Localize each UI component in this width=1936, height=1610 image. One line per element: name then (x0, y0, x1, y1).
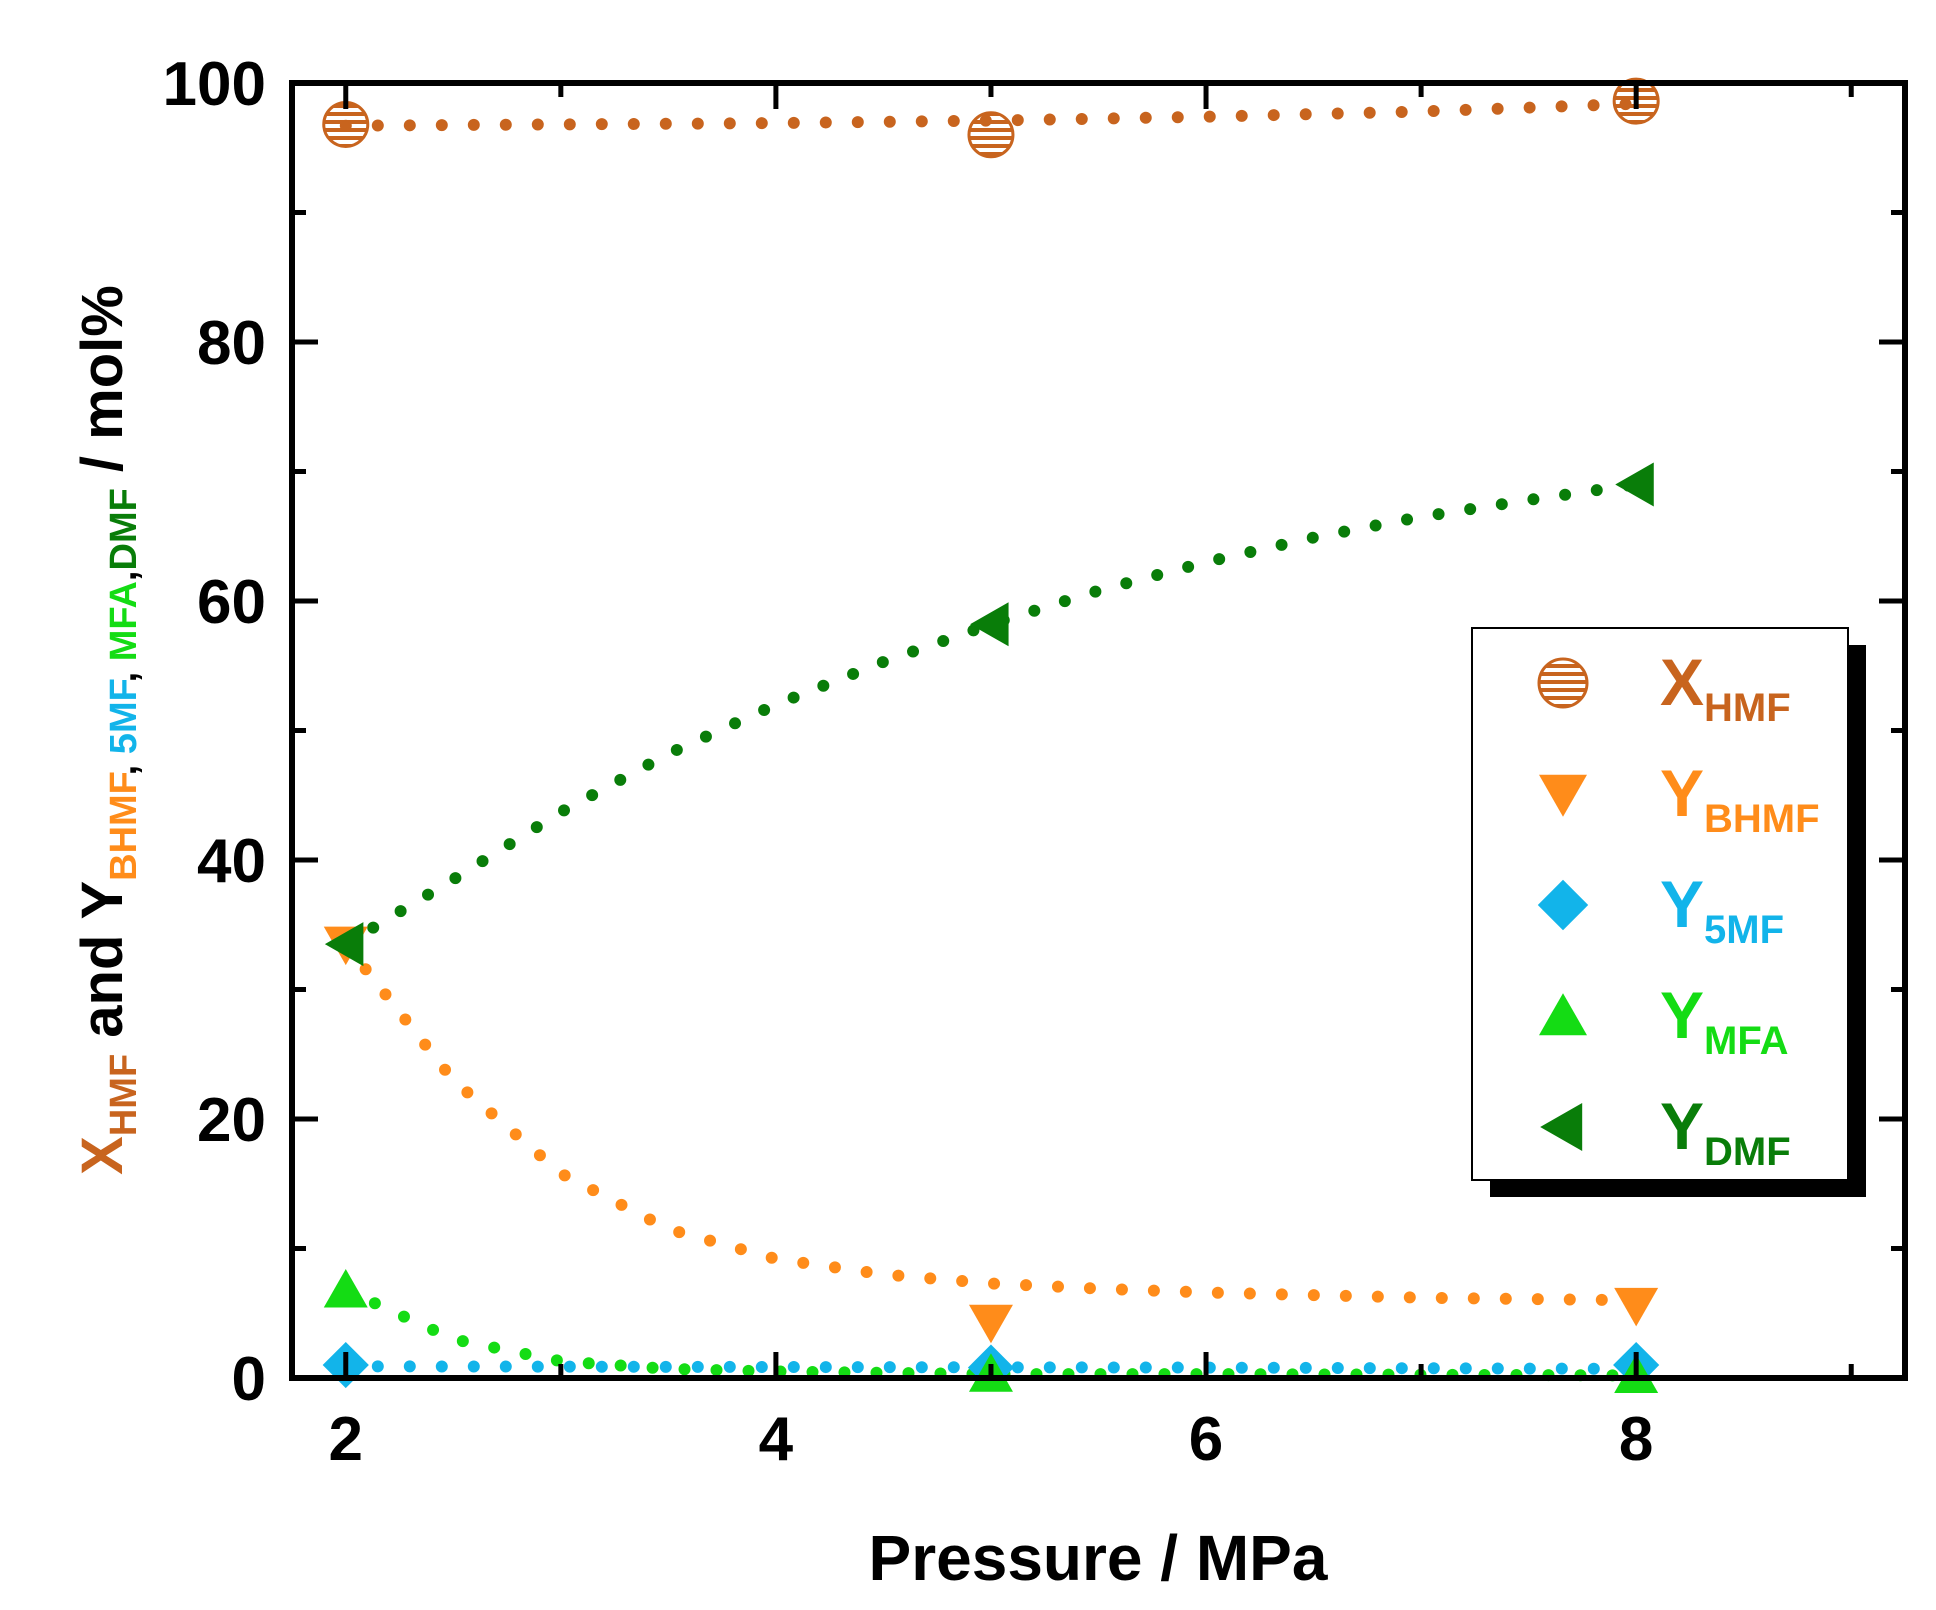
fit-curve-bhmf (339, 938, 1643, 1307)
x-tick-label: 2 (329, 1405, 363, 1474)
x-tick-label: 8 (1619, 1405, 1653, 1474)
y-title-sub-bhmf: BHMF (103, 772, 145, 881)
x-axis-title: Pressure / MPa (869, 1522, 1328, 1594)
legend-label-main: Y (1660, 978, 1704, 1052)
y-tick-label: 40 (197, 827, 266, 896)
legend-marker-5mf (1537, 879, 1589, 931)
legend-label-hmf: XHMF (1660, 645, 1791, 730)
fit-curves (339, 97, 1643, 1382)
legend-label-mfa: YMFA (1660, 978, 1788, 1063)
data-point-hmf-shape (967, 111, 1015, 159)
legend-label-sub: MFA (1704, 1019, 1788, 1063)
legend-marker-hmf (1537, 657, 1589, 709)
data-markers (322, 77, 1660, 1394)
y-title-sep3: , (103, 570, 145, 581)
y-title-and-y: and Y (70, 881, 135, 1054)
fit-curve-dmf (339, 478, 1643, 951)
legend-label-main: Y (1660, 1089, 1704, 1163)
data-point-dmf (970, 602, 1009, 647)
y-title-sep1: , (103, 754, 145, 775)
legend-label-dmf: YDMF (1660, 1089, 1791, 1174)
legend-marker-mfa (1539, 993, 1587, 1036)
data-point-hmf-shape (322, 100, 370, 148)
legend-marker-hmf-shape (1537, 657, 1589, 709)
y-title-sub-hmf: HMF (103, 1054, 145, 1136)
y-title-sep2: , (103, 661, 145, 682)
x-tick-label: 4 (759, 1405, 794, 1474)
legend-label-main: Y (1660, 867, 1704, 941)
y-tick-label: 20 (197, 1086, 266, 1155)
data-point-dmf (1615, 462, 1654, 507)
x-tick-label: 6 (1189, 1405, 1223, 1474)
legend-label-main: Y (1660, 756, 1704, 830)
fit-curve-mfa (339, 1283, 1643, 1382)
legend-label-main: X (1660, 645, 1704, 719)
data-point-bhmf (968, 1304, 1013, 1344)
y-title-sub-mfa: MFA (103, 581, 145, 661)
legend-label-sub: 5MF (1704, 908, 1784, 952)
legend-label-sub: BHMF (1704, 797, 1820, 841)
data-point-hmf (967, 111, 1015, 159)
y-tick-label: 100 (163, 50, 266, 119)
y-tick-label: 80 (197, 309, 266, 378)
y-tick-label: 60 (197, 568, 266, 637)
legend-marker-dmf (1540, 1103, 1583, 1151)
y-title-unit: / mol% (70, 285, 135, 488)
legend-label-5mf: Y5MF (1660, 867, 1784, 952)
legend-label-sub: HMF (1704, 686, 1791, 730)
data-point-bhmf (1614, 1287, 1659, 1327)
y-tick-label: 0 (232, 1345, 266, 1414)
legend-label-bhmf: YBHMF (1660, 756, 1820, 841)
data-point-mfa (323, 1269, 368, 1308)
y-title-sub-dmf: DMF (103, 488, 145, 570)
legend-box (1471, 627, 1849, 1181)
y-title-sub-5mf: 5MF (103, 679, 145, 754)
data-point-hmf (322, 100, 370, 148)
y-title-x: X (70, 1136, 135, 1175)
data-point-dmf (324, 922, 364, 967)
legend-marker-bhmf (1539, 774, 1587, 817)
legend-label-sub: DMF (1704, 1130, 1791, 1174)
y-axis-title: XHMF and YBHMF, 5MF, MFA,DMF / mol% (70, 285, 145, 1175)
